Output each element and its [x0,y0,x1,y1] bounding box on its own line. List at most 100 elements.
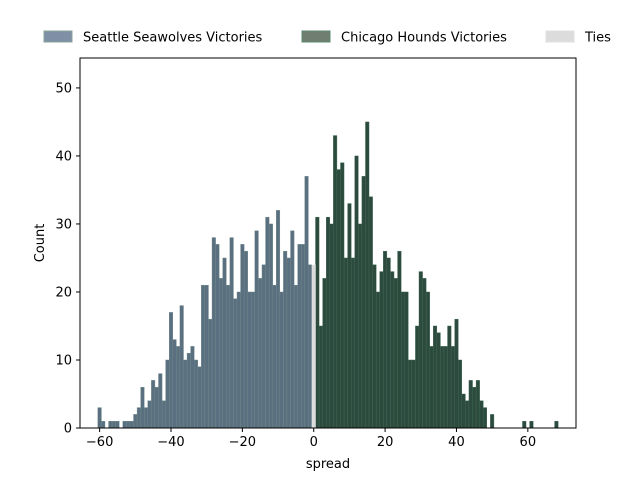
bar [236,291,241,429]
bar [386,257,391,429]
bar [443,346,448,429]
bar [404,291,409,429]
bar [144,407,148,429]
bar [483,407,487,429]
bar [318,325,323,429]
bar [358,223,363,429]
bar [393,278,398,429]
y-tick-label: 10 [55,353,72,368]
plot-frame [79,57,577,429]
bar [272,284,277,429]
x-tick-label: 0 [310,435,318,450]
bar [315,216,320,429]
x-tick-label: −60 [86,435,113,450]
bar [243,250,248,429]
bar [336,169,341,429]
bar [340,162,345,429]
bar [218,278,223,429]
bar [383,250,388,429]
bar [472,386,477,429]
bar [186,352,191,429]
bar [111,420,116,429]
legend-label: Chicago Hounds Victories [341,31,507,46]
bar [390,271,395,429]
bar [375,291,380,429]
bar [183,359,188,429]
bar [261,264,266,429]
bar [354,155,359,429]
bar [251,291,256,429]
bar [240,244,245,429]
bar [326,216,330,429]
bar [465,400,470,429]
bar [211,237,216,429]
bar [425,291,430,429]
bar [122,420,127,429]
bar [522,420,527,429]
bar [286,257,291,429]
bar [158,373,163,429]
bar [529,420,534,429]
x-tick-label: 60 [520,435,537,450]
bar [226,284,231,429]
bar [115,420,120,429]
bar [415,325,420,429]
bar [433,325,438,429]
bar [290,230,295,429]
bar [304,176,309,429]
bar [133,414,138,429]
bar [204,284,209,429]
bar [440,346,445,429]
bar [308,264,313,429]
bar [268,223,273,429]
bar [450,346,455,429]
x-axis-label: spread [306,457,350,472]
bar [475,380,480,429]
x-axis-ticks: −60 −40 −20 0 20 40 60 [86,428,536,450]
bar [161,400,166,429]
bar [297,244,302,429]
bar [179,305,184,429]
bar [361,176,366,429]
bar [400,291,405,429]
bar [222,257,227,429]
bar [201,284,206,429]
bar [151,380,156,429]
bar [97,407,102,429]
bar [301,244,306,429]
bar [147,400,152,429]
bar [311,264,316,429]
bar [368,196,373,429]
y-tick-label: 40 [55,149,72,164]
bar [172,339,177,429]
bars [97,121,559,429]
bar [126,420,131,429]
bar [408,359,413,429]
x-tick-label: −40 [157,435,184,450]
bar [479,400,484,429]
y-tick-label: 50 [55,81,72,96]
legend-swatch [545,30,575,43]
bar [554,420,559,429]
bar [293,284,298,429]
bar [365,121,370,429]
bar [329,223,334,429]
y-tick-label: 20 [55,285,72,300]
bar [429,346,434,429]
bar [283,250,288,429]
bar [276,210,281,429]
bar [197,366,202,429]
bar [229,237,234,429]
bar [154,386,159,429]
legend-label: Ties [584,31,611,46]
x-tick-label: 40 [448,435,465,450]
y-tick-label: 0 [64,422,72,437]
bar [436,332,441,429]
bar [169,312,173,429]
y-axis-ticks: 0 10 20 30 40 50 [55,81,80,437]
legend-swatch [43,30,73,43]
bar [215,244,220,429]
bar [108,420,113,429]
bar [208,318,213,429]
